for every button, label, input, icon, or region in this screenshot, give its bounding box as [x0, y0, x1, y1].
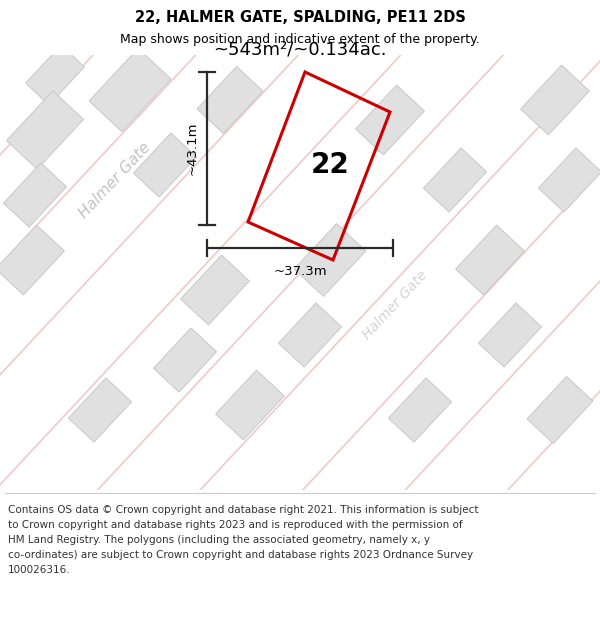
Polygon shape	[89, 48, 171, 132]
Text: HM Land Registry. The polygons (including the associated geometry, namely x, y: HM Land Registry. The polygons (includin…	[8, 535, 430, 545]
Polygon shape	[278, 303, 341, 367]
Polygon shape	[7, 91, 83, 169]
Polygon shape	[133, 133, 197, 197]
Polygon shape	[294, 224, 366, 296]
Polygon shape	[424, 148, 487, 212]
Text: Contains OS data © Crown copyright and database right 2021. This information is : Contains OS data © Crown copyright and d…	[8, 505, 479, 515]
Text: Halmer Gate: Halmer Gate	[360, 268, 430, 342]
Text: Halmer Gate: Halmer Gate	[76, 139, 154, 221]
Polygon shape	[356, 85, 424, 155]
Polygon shape	[538, 148, 600, 212]
Text: co-ordinates) are subject to Crown copyright and database rights 2023 Ordnance S: co-ordinates) are subject to Crown copyr…	[8, 550, 473, 560]
Polygon shape	[478, 303, 542, 367]
Polygon shape	[0, 225, 64, 295]
Polygon shape	[181, 255, 250, 325]
Polygon shape	[197, 66, 263, 134]
Text: ~43.1m: ~43.1m	[186, 122, 199, 175]
Text: 22, HALMER GATE, SPALDING, PE11 2DS: 22, HALMER GATE, SPALDING, PE11 2DS	[134, 9, 466, 24]
Text: 100026316.: 100026316.	[8, 565, 71, 575]
Polygon shape	[527, 376, 593, 444]
Text: to Crown copyright and database rights 2023 and is reproduced with the permissio: to Crown copyright and database rights 2…	[8, 520, 463, 530]
Polygon shape	[388, 378, 452, 442]
Polygon shape	[26, 45, 85, 105]
Polygon shape	[154, 328, 217, 392]
Text: ~543m²/~0.134ac.: ~543m²/~0.134ac.	[213, 41, 387, 59]
Polygon shape	[521, 65, 589, 135]
Polygon shape	[455, 225, 524, 295]
Text: 22: 22	[311, 151, 349, 179]
Text: Map shows position and indicative extent of the property.: Map shows position and indicative extent…	[120, 32, 480, 46]
Polygon shape	[215, 370, 284, 440]
Polygon shape	[68, 378, 131, 442]
Polygon shape	[4, 163, 67, 227]
Text: ~37.3m: ~37.3m	[273, 265, 327, 278]
